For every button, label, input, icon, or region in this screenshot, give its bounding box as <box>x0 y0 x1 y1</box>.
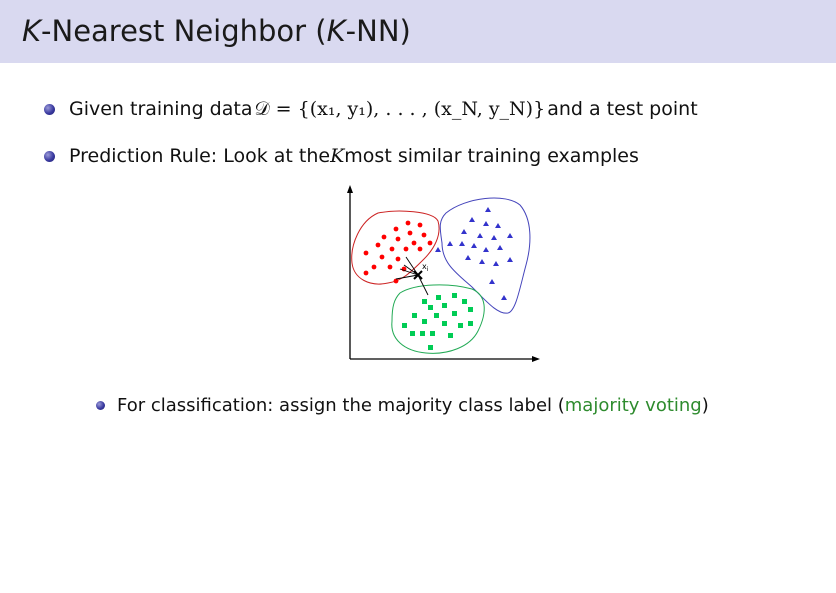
title-bar: K-Nearest Neighbor (K-NN) <box>0 0 836 63</box>
sub-bullet-suffix: ) <box>701 395 709 416</box>
title-text: -Nearest Neighbor ( <box>41 14 327 48</box>
bullet-prediction-rule: Prediction Rule: Look at the K most simi… <box>44 145 639 167</box>
bullet-icon <box>44 150 55 162</box>
blue-cluster-outline <box>439 197 531 314</box>
red-cluster-outline <box>351 210 440 285</box>
green-cluster-outline <box>391 284 485 354</box>
bullet-k: K <box>330 145 345 167</box>
test-point-icon <box>413 270 423 280</box>
red-points <box>363 220 433 284</box>
bullet-icon <box>96 401 105 410</box>
majority-voting-highlight: majority voting <box>564 395 702 416</box>
bullet-math: 𝒟 = {(x₁, y₁), . . . , (x_N, y_N)} <box>254 98 546 120</box>
test-point-label: xi <box>422 262 429 273</box>
bullet-suffix: and a test point <box>547 98 698 120</box>
green-points <box>402 293 473 350</box>
slide-title: K-Nearest Neighbor (K-NN) <box>22 14 411 48</box>
bullet-training-data: Given training data 𝒟 = {(x₁, y₁), . . .… <box>44 98 698 120</box>
bullet-text: Prediction Rule: Look at the <box>69 145 331 167</box>
title-k2: K <box>326 14 346 48</box>
blue-points <box>435 207 513 300</box>
bullet-text: Given training data <box>69 98 253 120</box>
title-end: -NN) <box>345 14 411 48</box>
title-k: K <box>22 14 42 48</box>
sub-bullet-classification: For classification: assign the majority … <box>96 395 709 416</box>
knn-figure: xi <box>347 185 540 362</box>
sub-bullet-text: For classification: assign the majority … <box>117 395 565 416</box>
bullet-icon <box>44 103 55 115</box>
bullet-suffix: most similar training examples <box>344 145 639 167</box>
y-axis-arrow <box>347 185 353 193</box>
x-axis-arrow <box>532 356 540 362</box>
